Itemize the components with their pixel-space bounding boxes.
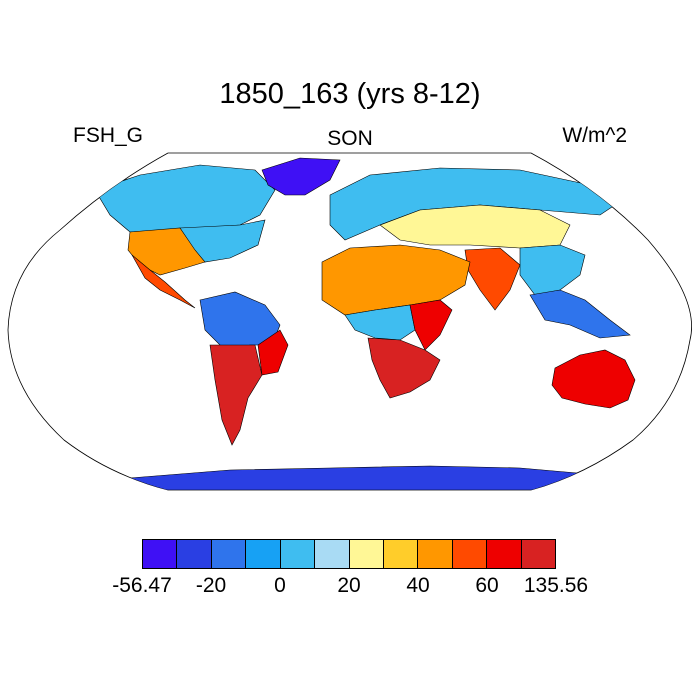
region-southern-africa	[367, 337, 441, 399]
variable-label: FSH_G	[73, 124, 144, 147]
colorbar-box	[143, 540, 178, 568]
region-southeast-asia	[529, 289, 631, 339]
region-china-east	[519, 244, 586, 296]
colorbar	[142, 539, 556, 569]
colorbar-box	[452, 540, 488, 568]
colorbar-tick-label: -56.47	[112, 574, 172, 597]
colorbar-tick-label: 20	[337, 574, 361, 597]
colorbar-tick-label: 0	[274, 574, 286, 597]
season-label: SON	[327, 127, 373, 150]
region-brazil-east	[257, 329, 289, 376]
region-central-africa	[344, 304, 416, 341]
units-label: W/m^2	[562, 124, 627, 147]
colorbar-box	[177, 540, 212, 568]
colorbar-box	[487, 540, 522, 568]
region-south-america-south	[209, 344, 263, 446]
colorbar-box	[280, 540, 316, 568]
colorbar-box	[211, 540, 247, 568]
region-australia	[551, 349, 636, 409]
region-antarctica	[99, 465, 641, 490]
colorbar-tick-label: 135.56	[523, 574, 589, 597]
colorbar-box	[349, 540, 384, 568]
region-europe-russia	[329, 167, 616, 241]
colorbar-box	[246, 540, 281, 568]
region-mexico	[131, 254, 196, 309]
colorbar-box	[521, 540, 556, 568]
colorbar-box	[383, 540, 419, 568]
colorbar-tick-label: 40	[406, 574, 430, 597]
region-sahara-arabia	[321, 244, 471, 316]
colorbar-tick-label: -20	[195, 574, 227, 597]
colorbar-box	[315, 540, 350, 568]
region-canada-arctic	[94, 164, 276, 233]
region-east-africa	[409, 299, 453, 351]
region-greenland	[261, 157, 341, 196]
region-india	[464, 247, 521, 311]
plot-title: 1850_163 (yrs 8-12)	[219, 78, 481, 110]
colorbar-box	[418, 540, 453, 568]
colorbar-tick-label: 60	[475, 574, 499, 597]
